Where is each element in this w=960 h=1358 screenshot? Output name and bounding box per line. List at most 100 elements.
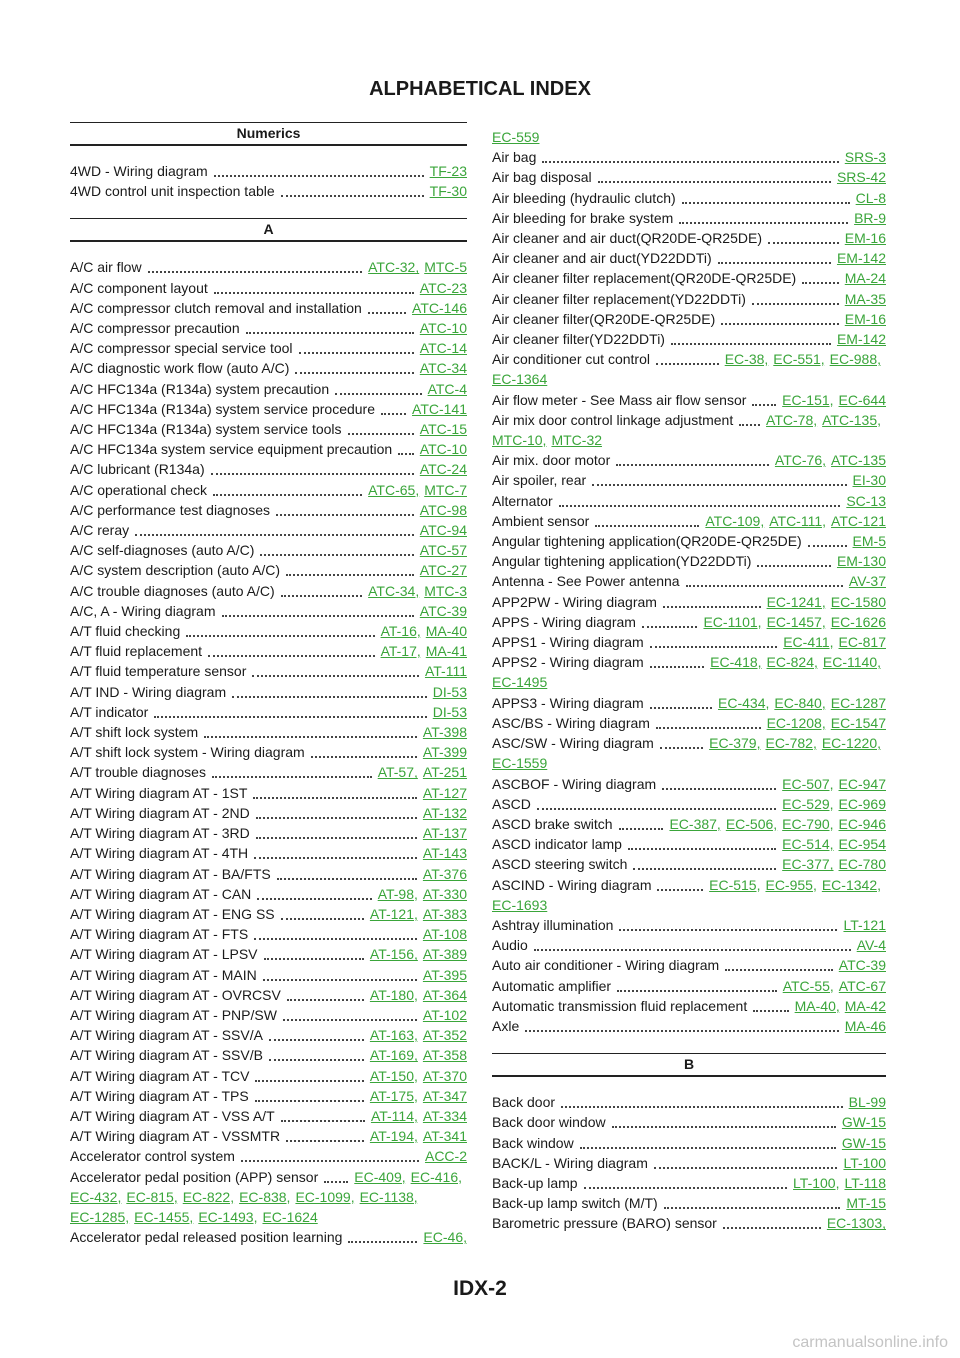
page-link[interactable]: AT-330 — [422, 885, 467, 902]
page-link[interactable]: MA-42 — [844, 997, 886, 1014]
page-link[interactable]: EC-1455, — [134, 1208, 194, 1225]
page-link[interactable]: EC-432, — [70, 1188, 122, 1205]
page-link[interactable]: ATC-98 — [419, 501, 467, 518]
page-link[interactable]: EC-946 — [838, 815, 886, 832]
page-link[interactable]: ATC-34, — [368, 582, 420, 599]
page-link[interactable]: MTC-5 — [424, 259, 467, 276]
page-link[interactable]: EC-377, — [782, 856, 834, 873]
page-link[interactable]: AT-194, — [369, 1128, 418, 1145]
page-link[interactable]: AT-341 — [422, 1128, 467, 1145]
page-link[interactable]: ATC-27 — [419, 562, 467, 579]
page-link[interactable]: EC-379, — [709, 735, 761, 752]
page-link[interactable]: EC-1580 — [830, 593, 886, 610]
page-link[interactable]: AT-175, — [369, 1087, 418, 1104]
page-link[interactable]: LT-100, — [793, 1174, 840, 1191]
page-link[interactable]: EC-840, — [774, 694, 826, 711]
page-link[interactable]: AT-57, — [377, 764, 418, 781]
page-link[interactable]: AT-376 — [422, 865, 467, 882]
page-link[interactable]: EC-506, — [725, 815, 778, 832]
page-link[interactable]: AT-370 — [422, 1067, 467, 1084]
page-link[interactable]: CL-8 — [855, 189, 886, 206]
page-link[interactable]: MA-46 — [844, 1017, 886, 1034]
page-link[interactable]: EC-1101, — [703, 613, 762, 630]
page-link[interactable]: EC-1559 — [492, 755, 548, 772]
page-link[interactable]: AV-4 — [856, 937, 886, 954]
page-link[interactable]: EC-1220, — [821, 735, 881, 752]
page-link[interactable]: ATC-39 — [419, 602, 467, 619]
page-link[interactable]: DI-53 — [432, 703, 467, 720]
page-link[interactable]: AT-163, — [369, 1027, 418, 1044]
page-link[interactable]: AT-17, — [380, 643, 421, 660]
page-link[interactable]: AT-137 — [422, 825, 467, 842]
page-link[interactable]: SC-13 — [846, 492, 886, 509]
page-link[interactable]: ATC-14 — [419, 340, 467, 357]
page-link[interactable]: ATC-65, — [368, 481, 420, 498]
page-link[interactable]: EC-387, — [669, 815, 721, 832]
page-link[interactable]: AT-111 — [424, 663, 467, 680]
page-link[interactable]: EM-130 — [836, 553, 886, 570]
page-link[interactable]: LT-121 — [843, 916, 886, 933]
page-link[interactable]: ATC-135, — [822, 411, 881, 428]
page-link[interactable]: EC-507, — [782, 775, 834, 792]
page-link[interactable]: EC-817 — [838, 634, 886, 651]
page-link[interactable]: AT-251 — [422, 764, 467, 781]
page-link[interactable]: AT-156, — [369, 946, 418, 963]
page-link[interactable]: ATC-109, — [705, 512, 765, 529]
page-link[interactable]: AT-114, — [370, 1107, 418, 1124]
page-link[interactable]: AT-358 — [422, 1047, 467, 1064]
page-link[interactable]: EC-1624 — [262, 1208, 318, 1225]
page-link[interactable]: EC-790, — [782, 815, 834, 832]
page-link[interactable]: AT-143 — [422, 845, 467, 862]
page-link[interactable]: ATC-78, — [766, 411, 818, 428]
page-link[interactable]: EC-1493, — [198, 1208, 258, 1225]
page-link[interactable]: AT-364 — [422, 986, 467, 1003]
page-link[interactable]: EC-1138, — [359, 1188, 418, 1205]
page-link[interactable]: EC-1099, — [295, 1188, 355, 1205]
page-link[interactable]: AT-121, — [369, 905, 418, 922]
page-link[interactable]: DI-53 — [432, 683, 467, 700]
page-link[interactable]: SRS-42 — [836, 169, 886, 186]
page-link[interactable]: EC-780 — [838, 856, 886, 873]
page-link[interactable]: MA-40 — [425, 623, 467, 640]
page-link[interactable]: ATC-146 — [412, 299, 467, 316]
page-link[interactable]: EC-559 — [492, 129, 540, 145]
page-link[interactable]: MTC-10, — [492, 432, 547, 449]
page-link[interactable]: MT-15 — [846, 1195, 886, 1212]
page-link[interactable]: EC-529, — [782, 795, 834, 812]
page-link[interactable]: GW-15 — [841, 1114, 886, 1131]
page-link[interactable]: AT-389 — [422, 946, 467, 963]
page-link[interactable]: EC-416, — [410, 1168, 462, 1185]
page-link[interactable]: ATC-34 — [419, 360, 467, 377]
page-link[interactable]: MA-40, — [794, 997, 840, 1014]
page-link[interactable]: EC-151, — [782, 391, 834, 408]
page-link[interactable]: MTC-3 — [424, 582, 467, 599]
page-link[interactable]: EC-824, — [766, 654, 818, 671]
page-link[interactable]: MA-35 — [844, 290, 886, 307]
page-link[interactable]: EC-38, — [724, 351, 769, 368]
page-link[interactable]: EC-411, — [783, 634, 834, 651]
page-link[interactable]: GW-15 — [841, 1134, 886, 1151]
page-link[interactable]: LT-100 — [843, 1154, 886, 1171]
page-link[interactable]: ATC-10 — [419, 441, 467, 458]
page-link[interactable]: ATC-141 — [412, 400, 467, 417]
page-link[interactable]: AT-399 — [422, 744, 467, 761]
page-link[interactable]: EC-1241, — [766, 593, 826, 610]
page-link[interactable]: AT-127 — [422, 784, 467, 801]
page-link[interactable]: EC-1208, — [766, 714, 826, 731]
page-link[interactable]: AT-334 — [422, 1107, 467, 1124]
page-link[interactable]: EC-514, — [782, 836, 834, 853]
page-link[interactable]: EC-46, — [423, 1229, 467, 1246]
page-link[interactable]: ATC-67 — [838, 977, 886, 994]
page-link[interactable]: EC-1457, — [766, 613, 826, 630]
page-link[interactable]: TF-30 — [429, 183, 467, 200]
page-link[interactable]: ATC-39 — [838, 957, 886, 974]
page-link[interactable]: AT-132 — [422, 804, 467, 821]
page-link[interactable]: MTC-7 — [424, 481, 467, 498]
page-link[interactable]: ATC-111, — [769, 512, 827, 529]
page-link[interactable]: EC-1626 — [830, 613, 886, 630]
page-link[interactable]: ATC-32, — [368, 259, 420, 276]
page-link[interactable]: EM-142 — [836, 250, 886, 267]
page-link[interactable]: EC-1342, — [821, 876, 881, 893]
page-link[interactable]: MA-41 — [425, 643, 467, 660]
page-link[interactable]: TF-23 — [429, 163, 467, 179]
